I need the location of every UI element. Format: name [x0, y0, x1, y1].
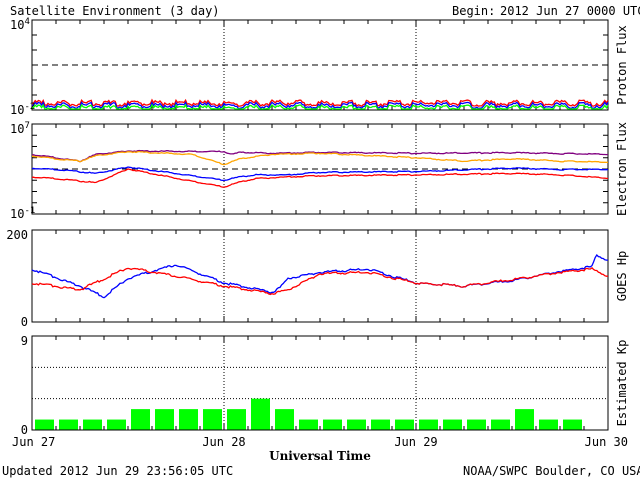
kp-bar [443, 419, 462, 430]
proton-flux-green-line [31, 103, 609, 110]
x-tick-label: Jun 27 [12, 435, 55, 449]
estimated-kp-ytick-bottom: 0 [21, 423, 28, 437]
electron-flux-ytick-bottom: 10-1 [10, 206, 35, 221]
axis-ticks [31, 230, 609, 322]
kp-bar [179, 409, 198, 430]
estimated-kp-ytick-top: 9 [21, 334, 28, 348]
kp-bar [467, 419, 486, 430]
credit-text: NOAA/SWPC Boulder, CO USA [463, 464, 640, 478]
goes-hp-panel [31, 229, 609, 323]
kp-bar [539, 419, 558, 430]
axis-ticks [31, 123, 609, 215]
x-tick-label: Jun 28 [202, 435, 245, 449]
kp-bar [107, 419, 126, 430]
kp-bar [299, 419, 318, 430]
goes-hp-red-line [31, 267, 608, 296]
electron-flux-orange-line [31, 150, 609, 166]
kp-bar [563, 419, 582, 430]
kp-bar [323, 419, 342, 430]
updated-timestamp: Updated 2012 Jun 29 23:56:05 UTC [2, 464, 233, 478]
electron-flux-blue-line [31, 166, 609, 182]
axis-ticks [31, 336, 609, 430]
axis-ticks [31, 19, 609, 111]
begin-value: 2012 Jun 27 0000 UTC [500, 4, 640, 18]
proton-flux-blue-line [31, 101, 609, 110]
x-axis-title: Universal Time [269, 449, 371, 463]
kp-bar [35, 419, 54, 430]
kp-bar [515, 409, 534, 430]
proton-flux-ylabel: Proton Flux [615, 25, 629, 104]
kp-bar [131, 409, 150, 430]
kp-bar [203, 409, 222, 430]
kp-bar [371, 419, 390, 430]
proton-flux-ytick-bottom: 10-2 [10, 102, 35, 117]
kp-bar [419, 419, 438, 430]
goes-hp-ytick-bottom: 0 [21, 315, 28, 329]
kp-bar [83, 419, 102, 430]
kp-bar [491, 419, 510, 430]
begin-label: Begin: [452, 4, 495, 18]
x-tick-label: Jun 30 [585, 435, 628, 449]
kp-bar [59, 419, 78, 430]
chart-title: Satellite Environment (3 day) [10, 4, 220, 18]
kp-bar [275, 409, 294, 430]
electron-flux-ylabel: Electron Flux [615, 122, 629, 216]
kp-bar [395, 419, 414, 430]
kp-bar [155, 409, 174, 430]
proton-flux-red-line [31, 98, 609, 108]
x-tick-label: Jun 29 [394, 435, 437, 449]
electron-flux-red-line [31, 168, 608, 188]
kp-bar [251, 398, 270, 430]
proton-flux-panel [31, 19, 609, 111]
kp-bar [227, 409, 246, 430]
goes-hp-ytick-top: 200 [6, 228, 28, 242]
goes-hp-blue-line [31, 253, 608, 299]
electron-flux-purple-line [31, 149, 609, 163]
estimated-kp-ylabel: Estimated Kp [615, 340, 629, 427]
kp-bar [347, 419, 366, 430]
goes-hp-ylabel: GOES Hp [615, 251, 629, 302]
electron-flux-ytick-top: 107 [10, 121, 30, 136]
proton-flux-ytick-top: 104 [10, 17, 30, 32]
